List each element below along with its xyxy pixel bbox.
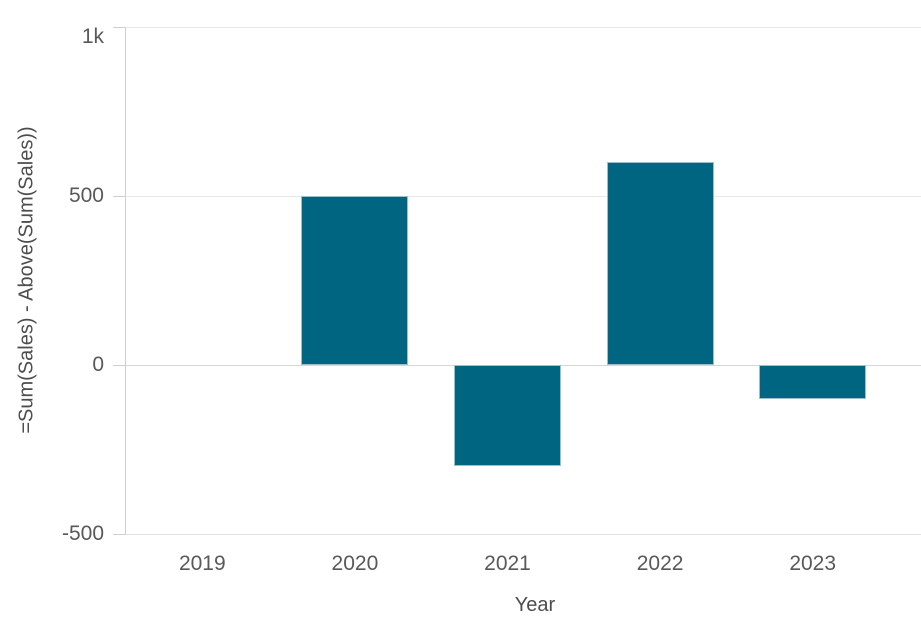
y-tick-label--500: -500 [61, 522, 104, 545]
x-axis-title: Year [514, 594, 556, 616]
bar-2020[interactable] [301, 196, 409, 365]
x-tick-label-2022: 2022 [636, 552, 684, 575]
gridline-500 [126, 196, 921, 197]
bar-2023[interactable] [759, 365, 867, 399]
plot-area [126, 27, 921, 535]
y-tick-label-1k: 1k [81, 25, 104, 48]
bar-2021[interactable] [454, 365, 561, 467]
x-tick-label-2020: 2020 [331, 552, 379, 575]
y-tick-mark-1k [113, 27, 126, 28]
y-tick-mark-0 [113, 365, 126, 366]
y-axis-line [125, 27, 126, 534]
y-tick-mark-500 [113, 196, 126, 197]
y-tick-label-0: 0 [92, 353, 104, 376]
gridline--500 [126, 534, 921, 535]
x-tick-label-2023: 2023 [789, 552, 837, 575]
x-tick-label-2021: 2021 [484, 552, 531, 575]
x-tick-label-2019: 2019 [178, 552, 226, 575]
y-axis-title: =Sum(Sales) - Above(Sum(Sales)) [15, 126, 38, 434]
bar-2022[interactable] [606, 162, 714, 365]
gridline-1k [126, 27, 921, 28]
y-tick-label-500: 500 [68, 184, 104, 207]
y-tick-mark--500 [113, 534, 126, 535]
